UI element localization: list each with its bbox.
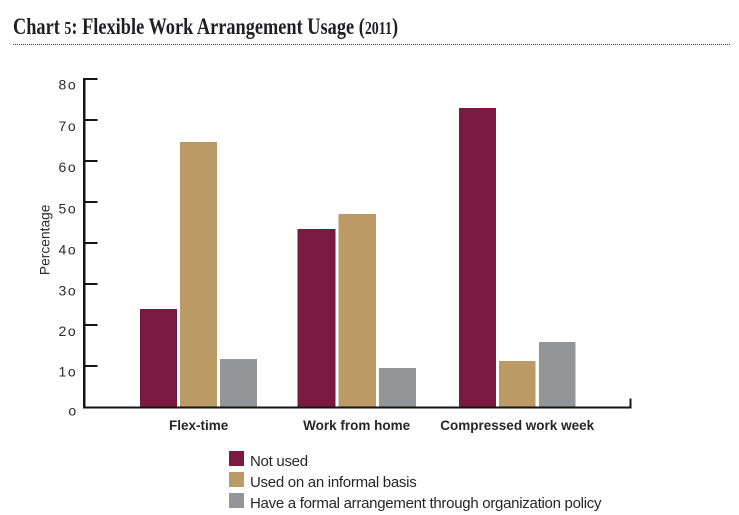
svg-text:Flex-time: Flex-time xyxy=(169,418,229,433)
svg-text:2o: 2o xyxy=(59,323,78,339)
svg-text:3o: 3o xyxy=(59,282,78,298)
svg-text:8o: 8o xyxy=(59,76,78,92)
svg-text:7o: 7o xyxy=(59,118,78,134)
svg-text:Percentage: Percentage xyxy=(38,204,53,275)
svg-text:Used on an informal basis: Used on an informal basis xyxy=(250,474,416,491)
svg-text:Work from home: Work from home xyxy=(303,418,411,433)
svg-text:4o: 4o xyxy=(59,241,78,257)
svg-text:Not used: Not used xyxy=(250,453,308,470)
svg-text:6o: 6o xyxy=(59,159,78,175)
svg-text:Have a formal arrangement thro: Have a formal arrangement through organi… xyxy=(250,495,602,512)
svg-text:1o: 1o xyxy=(59,364,78,380)
svg-text:Compressed work week: Compressed work week xyxy=(440,418,594,433)
svg-text:5o: 5o xyxy=(59,200,78,216)
svg-text:o: o xyxy=(68,403,76,419)
